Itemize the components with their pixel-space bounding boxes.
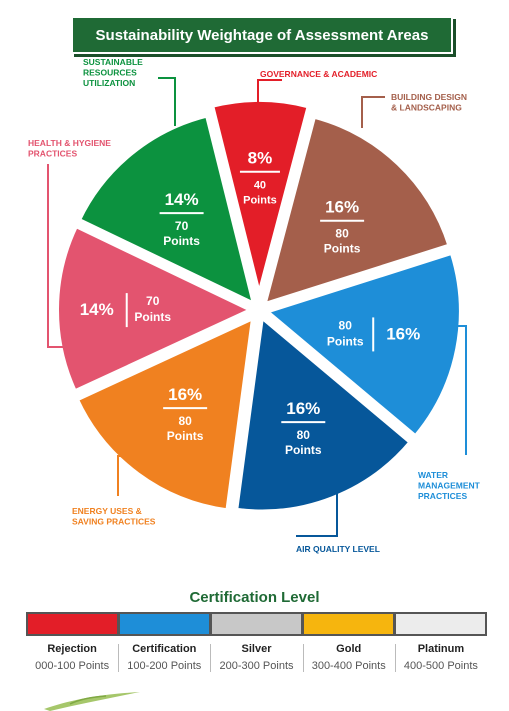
category-label-health: HEALTH & HYGIENE PRACTICES [28,138,111,159]
level-name: Rejection [47,643,97,655]
level-segment-gold [304,614,393,634]
level-certification: Certification 100-200 Points [118,642,210,674]
pie-slice-governance [209,98,312,295]
slice-points-building: 80 [335,227,349,241]
callout-line-health [47,164,69,348]
level-segment-certification [120,614,209,634]
callout-line-governance [257,79,282,113]
pie-slice-water [262,250,463,440]
level-segment-rejection [28,614,117,634]
slice-points-label-building: Points [324,242,361,256]
category-label-air: AIR QUALITY LEVEL [296,544,380,554]
category-label-water: WATER MANAGEMENT PRACTICES [418,470,481,501]
level-gold: Gold 300-400 Points [302,642,395,674]
slice-points-resources: 70 [175,219,189,233]
level-name: Silver [241,643,272,655]
level-range: 000-100 Points [35,660,110,672]
level-platinum: Platinum 400-500 Points [394,642,487,674]
callout-line-air [296,492,338,537]
callout-line-building [361,96,385,128]
slice-points-label-resources: Points [163,234,200,248]
level-rejection: Rejection 000-100 Points [26,642,118,674]
level-segment-silver [212,614,301,634]
slice-points-label-water: Points [327,334,364,348]
pie-slice-health [55,223,256,394]
category-label-resources: SUSTAINABLE RESOURCES UTILIZATION [83,57,143,88]
level-silver: Silver 200-300 Points [210,642,302,674]
slice-points-label-governance: Points [243,195,277,207]
slice-percent-water: 16% [386,324,420,343]
pie-slice-air [233,313,414,514]
level-range: 400-500 Points [403,660,478,672]
category-label-energy: ENERGY USES & SAVING PRACTICES [72,506,156,527]
certification-level-bar [26,612,487,636]
level-range: 300-400 Points [311,660,386,672]
pie-slice-resources [76,113,257,308]
level-range: 100-200 Points [127,660,202,672]
category-label-governance: GOVERNANCE & ACADEMIC [260,69,377,79]
chart-title-banner: Sustainability Weightage of Assessment A… [71,16,453,54]
level-name: Platinum [417,643,465,655]
level-name: Certification [132,643,197,655]
slice-points-air: 80 [297,428,311,442]
slice-points-energy: 80 [178,414,192,428]
slice-percent-resources: 14% [165,190,199,209]
callout-line-energy [117,455,133,496]
leaf-logo-icon [44,692,140,711]
level-range: 200-300 Points [219,660,294,672]
callout-line-resources [158,77,176,126]
pie-slice-building [261,114,452,308]
category-label-building: BUILDING DESIGN & LANDSCAPING [391,92,467,113]
slice-points-label-air: Points [285,443,322,457]
level-segment-platinum [396,614,485,634]
slice-points-health: 70 [146,294,160,308]
certification-title: Certification Level [189,589,320,606]
slice-percent-governance: 8% [248,149,273,168]
callout-line-water [441,325,467,455]
pie-slice-group-governance: 8% 40 Points GOVERNANCE & ACADEMIC [209,69,377,295]
slice-points-label-health: Points [134,310,171,324]
pie-slice-energy [74,314,256,513]
slice-percent-energy: 16% [168,385,202,404]
slice-percent-air: 16% [286,399,320,418]
level-name: Gold [336,643,362,655]
slice-points-governance: 40 [254,180,266,192]
slice-points-water: 80 [339,318,353,332]
slice-points-label-energy: Points [167,429,204,443]
slice-percent-building: 16% [325,198,359,217]
certification-level-labels: Rejection 000-100 Points Certification 1… [26,642,487,674]
slice-percent-health: 14% [80,300,114,319]
